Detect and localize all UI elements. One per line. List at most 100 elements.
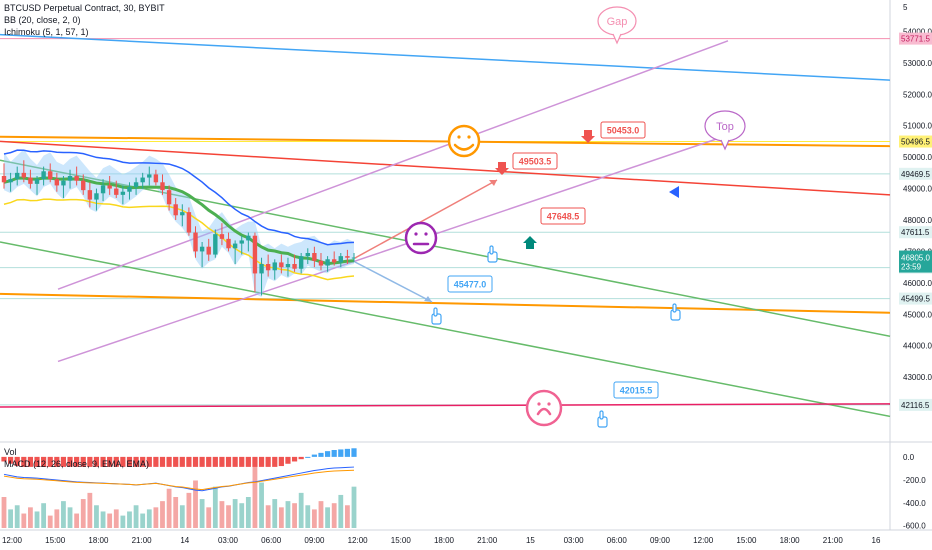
callout-45477: 45477.0 [447,275,493,293]
bb-upper-band [3,149,355,246]
violet-channel-line [57,134,729,363]
macd-histogram-bar [113,456,119,467]
macd-histogram-bar [324,451,331,457]
symbol-title[interactable]: BTCUSD Perpetual Contract, 30, BYBIT [4,3,165,13]
macd-histogram-bar [225,456,232,467]
macd-histogram-bar [173,456,179,467]
volume-bar [87,492,93,528]
volume-bar [41,503,47,528]
price-tick-label: 54000.0 [903,27,932,36]
volume-bar [8,509,14,528]
macd-histogram-bar [159,456,166,467]
candles [1,160,357,296]
callout-42015: 42015.5 [613,381,659,399]
annotation-label: 50453.0 [607,126,640,136]
volume-bar [252,466,258,528]
face-eye [457,135,461,139]
price-tag-label: 50496.5 [901,138,930,147]
candle-body [54,179,60,186]
price-tag [899,226,932,239]
volume-bar [331,503,337,528]
candle-body [180,212,185,216]
volume-bar [219,501,225,528]
projection-arrow-line [354,179,498,259]
time-tick-label: 21:00 [477,536,498,545]
candle-body [226,238,231,249]
projection-arrowhead [489,180,497,186]
macd-histogram-bar [239,456,245,467]
volume-bar [351,486,357,528]
macd-label[interactable]: MACD (12, 26, close, 9, EMA, EMA) [4,459,150,469]
macd-histogram-bar [1,456,7,462]
macd-histogram-bar [41,456,47,467]
macd-histogram-bar [74,456,80,467]
candle-body [107,185,112,189]
macd-line [3,466,355,492]
up-arrow-icon [523,236,537,249]
candle-body [133,182,139,187]
macd-histogram-bar [140,456,146,467]
candle-body [28,177,33,184]
price-axis[interactable]: 54000.0 53000.0 52000.0 51000.0 50000.0 49000… [899,3,932,411]
ichimoku-indicator-label[interactable]: Ichimoku (5, 1, 57, 1) [4,27,89,37]
bb-basis-line [3,176,355,266]
annotation-box [540,207,586,225]
time-tick-label: 06:00 [607,536,628,545]
candle-body [252,235,258,274]
candle-body [21,172,27,178]
time-tick-label: 21:00 [132,536,153,545]
orange-trend-line [0,135,891,148]
hand-pointer-icon [670,303,681,321]
macd-tick-label: 0.0 [903,453,915,462]
volume-bar [305,505,311,528]
volume-bar [298,492,304,528]
macd-tick-label: -400.0 [903,499,926,508]
face-mouth [536,407,552,416]
macd-histogram-bar [298,456,304,460]
candle-body [173,204,178,216]
macd-histogram-bar [278,456,284,467]
macd-histogram-bar [179,456,185,467]
time-tick-label: 12:00 [693,536,714,545]
bar-countdown-label: 23:59 [901,263,922,272]
volume-bar [232,499,238,528]
macd-histogram-bar [100,456,106,467]
hand-pointer-icon [431,307,442,325]
candle-body [48,171,53,180]
price-tag [899,32,932,45]
bubble-tail [612,33,622,45]
volume-bar [100,511,106,528]
volume-bar [318,501,324,528]
volume-bar [193,480,198,528]
price-tag-label: 47611.5 [901,228,930,237]
red-trend-line [0,140,891,196]
candle-body [318,260,324,266]
macd-histogram-bar [54,456,60,467]
volume-label[interactable]: Vol [4,447,17,457]
bb-indicator-label[interactable]: BB (20, close, 2, 0) [4,15,81,25]
hand-finger [433,307,438,317]
hand-finger [672,303,677,313]
volume-bar [186,492,192,528]
price-tag [899,398,932,411]
time-tick-label: 12:00 [2,536,23,545]
time-axis[interactable]: 12:00 15:00 18:00 21:00 14 03:00 06:00 09:00 12:… [2,536,881,545]
signal-line [3,469,355,491]
volume-bar [34,511,40,528]
drawings[interactable]: 49503.5 50453.0 47648.5 45477.0 42015.5 Gap To… [354,6,746,428]
candle-body [100,185,106,194]
candle-body [325,259,330,266]
chart-legend: BTCUSD Perpetual Contract, 30, BYBIT BB … [4,2,165,38]
macd-tick-label: -600.0 [903,522,926,531]
volume-bar [127,511,132,528]
face-eye [467,135,471,139]
face-outline [447,124,481,158]
left-arrow-icon [669,186,679,198]
macd-histogram-bar [93,456,100,467]
trend-lines[interactable] [0,33,891,418]
face-eye [414,232,418,236]
macd-histogram-bar [87,456,93,467]
last-price-label: 46805.0 [901,254,930,263]
annotation-label: 49503.5 [519,157,552,167]
